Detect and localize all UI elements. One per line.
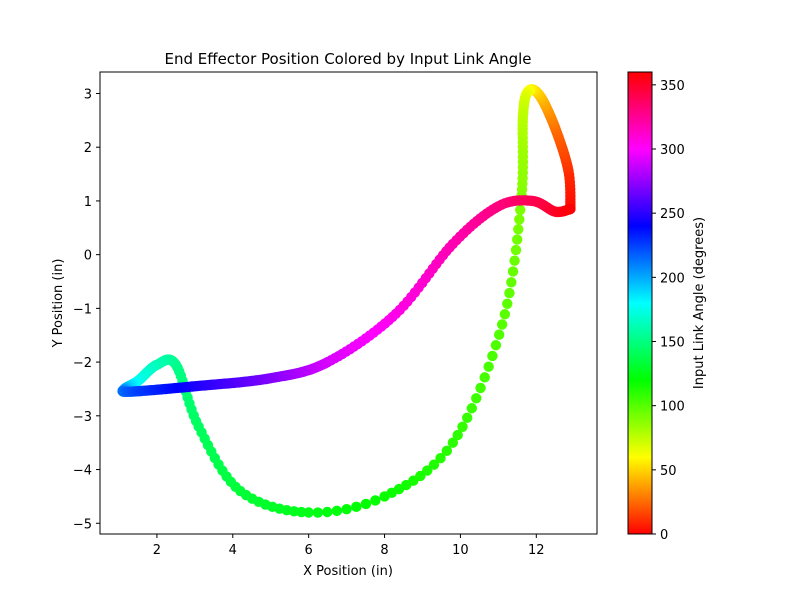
- curve-point: [462, 412, 473, 423]
- colorbar-tick-label: 200: [660, 271, 685, 286]
- chart-title: End Effector Position Colored by Input L…: [164, 50, 531, 68]
- curve-point: [502, 298, 513, 309]
- y-axis-ticks: −5 −4 −3 −2 −1 0 1 2 3: [73, 87, 100, 532]
- scatter-points: [117, 84, 576, 518]
- x-tick-label: 6: [305, 543, 313, 558]
- curve-point: [475, 382, 486, 394]
- curve-point: [509, 255, 520, 266]
- x-tick-label: 2: [153, 543, 161, 558]
- curve-point: [351, 501, 362, 513]
- plot-frame: [99, 71, 598, 535]
- curve-point: [466, 403, 477, 414]
- x-tick-label: 8: [380, 543, 388, 558]
- curve-point: [312, 507, 324, 518]
- x-tick-label: 10: [452, 543, 469, 558]
- curve-point: [493, 329, 505, 340]
- curve-point: [435, 452, 446, 464]
- x-tick-label: 12: [528, 543, 545, 558]
- y-tick-label: 0: [84, 249, 92, 264]
- curve-point: [490, 340, 502, 351]
- colorbar-tick-label: 50: [660, 464, 677, 479]
- colorbar-tick-label: 300: [660, 143, 685, 158]
- colorbar-label: Input Link Angle (degrees): [692, 217, 707, 389]
- curve-point: [457, 421, 468, 432]
- colorbar-tick-label: 100: [660, 400, 685, 415]
- curve-point: [513, 224, 524, 235]
- colorbar-tick-label: 250: [660, 207, 685, 222]
- curve-point: [496, 319, 508, 330]
- curve-point: [447, 437, 459, 448]
- colorbar-tick-label: 150: [660, 336, 685, 351]
- y-tick-label: 1: [84, 195, 92, 210]
- curve-point: [370, 495, 381, 506]
- curve-point: [483, 361, 494, 372]
- y-tick-label: −2: [73, 356, 92, 371]
- curve-point: [487, 350, 498, 362]
- x-tick-label: 4: [229, 543, 237, 558]
- y-axis-label: Y Position (in): [51, 259, 66, 349]
- colorbar-ticks: 0 50 100 150 200 250 300 350: [652, 79, 685, 543]
- curve-point: [507, 266, 519, 277]
- curve-point: [511, 234, 523, 245]
- curve-point: [504, 287, 515, 299]
- y-tick-label: −1: [73, 302, 92, 317]
- y-tick-label: −5: [73, 517, 92, 532]
- curve-point: [360, 498, 372, 510]
- curve-point: [564, 203, 575, 215]
- curve-point: [510, 244, 522, 256]
- curve-point: [379, 491, 390, 502]
- y-tick-label: 3: [84, 87, 92, 102]
- curve-point: [479, 372, 490, 383]
- colorbar-tick-label: 0: [660, 528, 668, 543]
- x-axis-label: X Position (in): [303, 564, 393, 579]
- curve-point: [499, 309, 511, 320]
- x-axis-ticks: 2 4 6 8 10 12: [153, 534, 545, 558]
- y-tick-label: −4: [73, 464, 92, 479]
- curve-point: [506, 277, 517, 288]
- curve-point: [515, 204, 526, 216]
- colorbar-tick-label: 350: [660, 79, 685, 94]
- curve-point: [322, 506, 333, 518]
- curve-point: [331, 505, 343, 517]
- y-tick-label: 2: [84, 141, 92, 156]
- curve-point: [428, 459, 440, 470]
- y-tick-label: −3: [73, 410, 92, 425]
- curve-point: [441, 445, 453, 457]
- curve-point: [471, 393, 482, 404]
- curve-point: [514, 214, 525, 225]
- curve-point: [341, 503, 352, 515]
- curve-point: [452, 429, 463, 441]
- colorbar: [627, 71, 653, 535]
